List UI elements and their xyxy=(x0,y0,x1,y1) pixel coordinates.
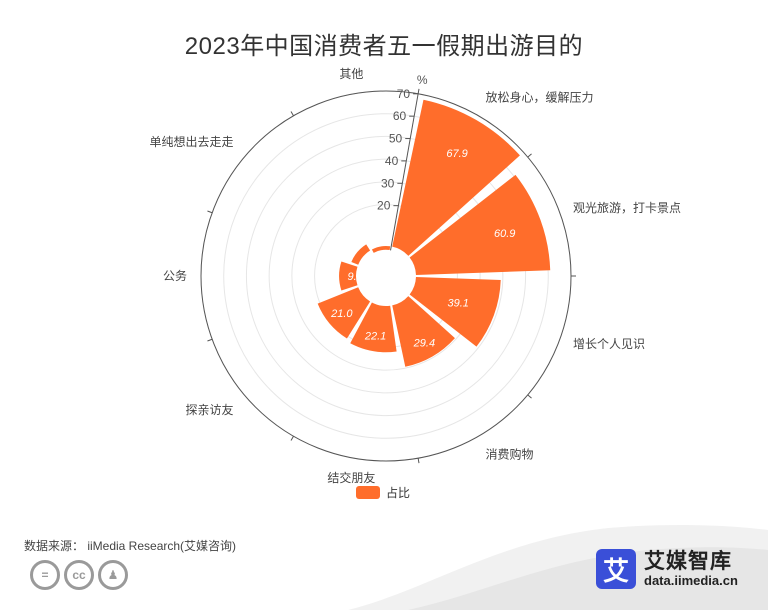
data-label: 60.9 xyxy=(494,228,515,240)
grid xyxy=(200,88,576,464)
axis-tick-label: 70 xyxy=(397,87,411,101)
category-label: 放松身心，缓解压力 xyxy=(486,90,594,105)
axis-tick-label: 50 xyxy=(389,132,403,146)
category-label: 观光旅游，打卡景点 xyxy=(573,201,681,215)
brand-logo: 艾 xyxy=(596,549,636,589)
outer-tick xyxy=(207,338,213,342)
footer-wave xyxy=(348,524,768,610)
outer-tick xyxy=(417,458,420,464)
category-label: 结交朋友 xyxy=(327,470,375,485)
axis-line xyxy=(390,93,419,251)
bar[interactable] xyxy=(409,277,501,347)
outer-tick xyxy=(290,111,294,117)
license-icons: = cc ♟ xyxy=(30,560,128,590)
grid-circle xyxy=(268,158,504,394)
cc-icon: cc xyxy=(64,560,94,590)
outer-tick xyxy=(527,153,532,158)
bar[interactable] xyxy=(350,302,397,353)
data-label: 67.9 xyxy=(446,148,467,160)
radial-axis: 20 30 40 50 60 70% xyxy=(377,73,428,251)
brand[interactable]: 艾 艾媒智库 data.iimedia.cn xyxy=(596,549,738,589)
bar[interactable] xyxy=(392,296,455,367)
data-label: 39.1 xyxy=(447,297,468,309)
axis-tick-label: 30 xyxy=(381,176,395,190)
outer-tick xyxy=(417,88,420,94)
brand-url: data.iimedia.cn xyxy=(644,572,738,588)
bar[interactable] xyxy=(351,244,371,265)
bar[interactable] xyxy=(371,246,391,253)
legend[interactable]: 占比 xyxy=(356,483,410,501)
person-icon: ♟ xyxy=(98,560,128,590)
legend-label: 占比 xyxy=(386,485,411,500)
data-label: 29.4 xyxy=(413,337,435,349)
grid-circle xyxy=(245,135,527,417)
outer-tick xyxy=(207,210,213,214)
category-label: 增长个人见识 xyxy=(573,337,645,351)
outer-tick xyxy=(527,394,532,399)
legend-swatch xyxy=(356,485,380,499)
grid-circle xyxy=(291,181,481,371)
category-label: 单纯想出去走走 xyxy=(150,134,234,149)
bar[interactable] xyxy=(339,261,358,291)
grid-circle xyxy=(223,113,549,439)
data-label: 22.1 xyxy=(364,330,386,342)
category-label: 其他 xyxy=(339,67,363,81)
data-label: 0.1 xyxy=(377,261,392,273)
category-label: 公务 xyxy=(163,268,187,283)
category-label: 消费购物 xyxy=(486,446,534,461)
data-label: 5.0 xyxy=(362,257,378,269)
axis-tick-label: 20 xyxy=(377,199,391,213)
bar[interactable] xyxy=(409,174,551,275)
data-label: 21.0 xyxy=(330,308,353,320)
category-label: 探亲访友 xyxy=(186,403,234,417)
bar[interactable] xyxy=(392,99,520,256)
axis-unit: % xyxy=(417,73,428,87)
axis-tick-label: 40 xyxy=(385,154,399,168)
data-label: 9.2 xyxy=(347,271,362,283)
brand-name: 艾媒智库 xyxy=(644,549,732,573)
grid-circle xyxy=(200,90,572,462)
bar[interactable] xyxy=(317,287,371,339)
equals-icon: = xyxy=(30,560,60,590)
source-note: 数据来源： iiMedia Research(艾媒咨询) xyxy=(24,539,237,553)
axis-tick-label: 60 xyxy=(393,109,407,123)
outer-circle xyxy=(200,90,572,462)
outer-tick xyxy=(290,435,294,441)
bars: 67.9 60.9 39.1 29.4 22.1 21.0 9.25.0 0.1 xyxy=(317,99,551,367)
chart-title: 2023年中国消费者五一假期出游目的 xyxy=(184,33,584,60)
